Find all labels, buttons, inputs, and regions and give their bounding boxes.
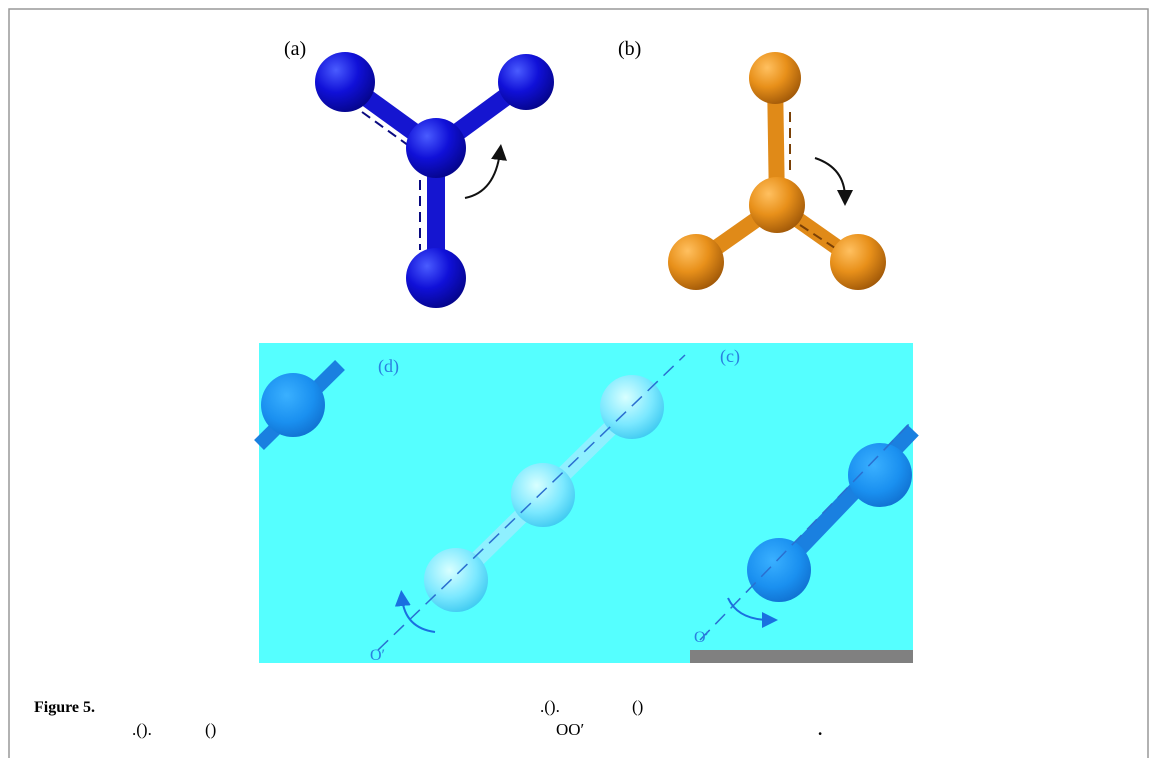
axis-label: O′ bbox=[694, 629, 709, 646]
panel-bar bbox=[690, 650, 913, 663]
caption-text: OO′ bbox=[556, 720, 584, 739]
panel-label: (b) bbox=[618, 38, 641, 60]
molecule-b bbox=[668, 52, 886, 290]
caption-text: () bbox=[205, 720, 216, 739]
caption-text: . bbox=[818, 720, 822, 739]
caption-text: .(). bbox=[540, 697, 560, 716]
caption-label: Figure 5. bbox=[34, 699, 95, 716]
panel-label: (d) bbox=[378, 356, 399, 377]
axis-label: O′ bbox=[370, 647, 385, 664]
caption-text: () bbox=[632, 697, 643, 716]
molecule-a bbox=[315, 52, 554, 308]
panel-background bbox=[259, 343, 913, 663]
panel-label: (a) bbox=[284, 38, 306, 60]
panel-label: (c) bbox=[720, 346, 740, 367]
caption-text: .(). bbox=[132, 720, 152, 739]
page: (a) (b) (d) (c) O′ O′ Figure 5. . () bbox=[0, 0, 1156, 758]
